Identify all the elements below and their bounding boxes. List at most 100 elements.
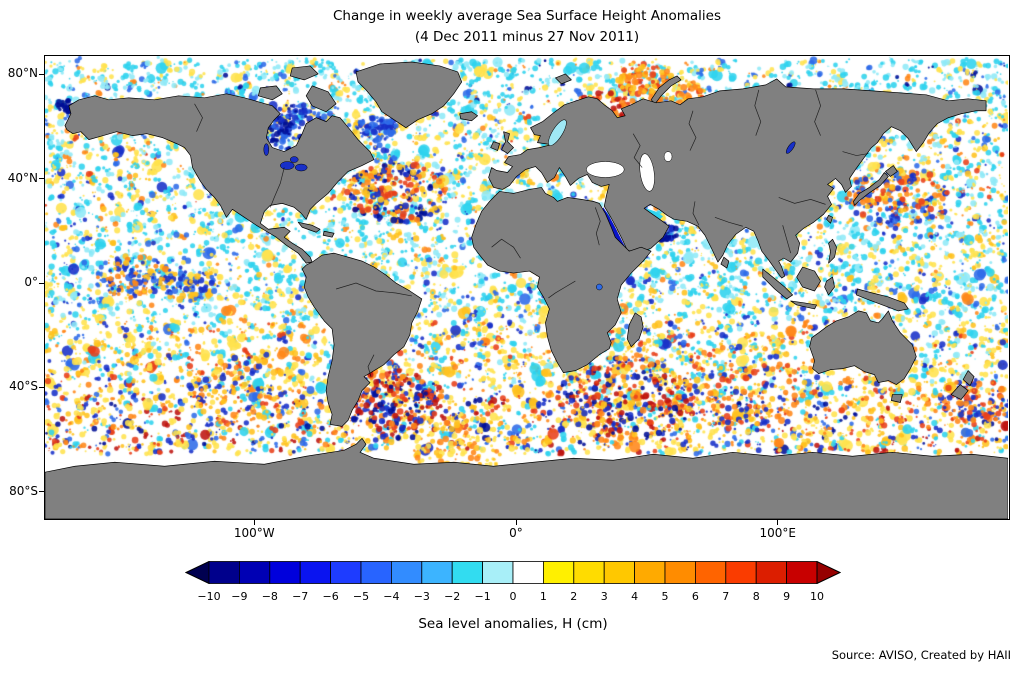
colorbar-segment — [239, 561, 271, 584]
island-great-britain — [501, 131, 514, 154]
island-hokkaido — [885, 165, 898, 177]
island-baffin — [305, 85, 337, 113]
colorbar-segment — [360, 561, 392, 584]
x-axis-tick — [515, 520, 517, 525]
colorbar-segment — [634, 561, 666, 584]
colorbar: −10 −9 −8 −7 −6 −5 −4 −3 −2 −1 0 1 2 3 4 5 6 7 8 9 10 Sea le… — [184, 560, 842, 632]
continent-australia — [809, 310, 917, 385]
lat-tick-label: 40°N — [7, 170, 38, 185]
source-credit: Source: AVISO, Created by HAII — [831, 648, 1011, 662]
continent-antarctica — [45, 437, 1008, 519]
river-volga — [632, 133, 643, 168]
title-line2: (4 Dec 2011 minus 27 Nov 2011) — [414, 28, 640, 45]
river-niger — [491, 238, 521, 259]
aral-sea — [663, 151, 673, 162]
figure-title: Change in weekly average Sea Surface Hei… — [44, 6, 1010, 48]
colorbar-segment — [482, 561, 514, 584]
colorbar-tick-label: 3 — [600, 590, 608, 603]
lat-tick-label: 0° — [24, 275, 38, 289]
island-cuba — [297, 221, 321, 233]
colorbar-under-arrow — [184, 560, 210, 585]
island-java — [790, 300, 817, 310]
y-axis-tick — [39, 491, 44, 493]
island-sulawesi — [824, 276, 835, 296]
island-iceland — [459, 111, 479, 122]
river-yangtze — [778, 197, 826, 205]
colorbar-tick-label: −3 — [413, 590, 430, 603]
island-new-zealand-south — [950, 384, 969, 400]
river-ganges — [714, 216, 743, 227]
lon-tick-label: 100°W — [233, 526, 275, 540]
island-ireland — [490, 141, 500, 151]
colorbar-tick-label: −5 — [352, 590, 370, 603]
lake-baikal — [785, 141, 796, 154]
colorbar-tick-label: 10 — [810, 590, 824, 603]
lat-tick-label: 80°S — [9, 483, 38, 498]
continent-south-america — [301, 252, 423, 427]
rivers — [194, 89, 869, 377]
colorbar-tick-label: −1 — [474, 590, 491, 603]
x-axis-tick — [253, 520, 255, 525]
island-madagascar — [626, 312, 644, 348]
x-axis-tick — [777, 520, 779, 525]
colorbar-segment — [573, 561, 605, 584]
colorbar-segment — [694, 561, 727, 584]
island-novaya-zemlya — [650, 75, 682, 105]
river-congo — [548, 280, 576, 299]
colorbar-tick-label: 7 — [722, 590, 730, 603]
great-lake-superior — [280, 161, 295, 170]
island-ellesmere — [289, 65, 319, 81]
continent-africa — [471, 187, 652, 373]
colorbar-tick-label: 1 — [539, 590, 547, 603]
island-honshu — [853, 172, 889, 206]
colorbar-segment — [208, 561, 240, 584]
world-map — [44, 55, 1010, 520]
continent-north-america — [64, 93, 375, 264]
colorbar-tick-label: −7 — [292, 590, 309, 603]
colorbar-segment — [603, 561, 636, 584]
river-ob — [688, 110, 697, 151]
colorbar-over-arrow — [816, 560, 842, 585]
river-mekong — [782, 225, 792, 254]
island-new-guinea — [856, 288, 909, 312]
island-taiwan — [826, 214, 833, 224]
persian-gulf — [646, 208, 664, 221]
colorbar-tick-label: 9 — [783, 590, 791, 603]
colorbar-segment — [390, 561, 423, 584]
colorbar-segment — [786, 561, 818, 584]
colorbar-tick-label: 2 — [570, 590, 578, 603]
colorbar-segment — [299, 561, 331, 584]
colorbar-tick-label: −6 — [322, 590, 339, 603]
island-borneo — [796, 266, 821, 292]
colorbar-ticks: −10 −9 −8 −7 −6 −5 −4 −3 −2 −1 0 1 2 3 4 5 6 7 8 9 10 — [197, 588, 824, 603]
river-amur — [842, 151, 869, 156]
colorbar-segment — [269, 561, 301, 584]
colorbar-tick-label: 4 — [631, 590, 639, 603]
island-sumatra — [762, 268, 794, 300]
river-amazon — [335, 282, 412, 297]
colorbar-tick-label: 6 — [691, 590, 699, 603]
lon-tick-label: 100°E — [759, 526, 796, 540]
island-svalbard — [555, 73, 572, 85]
colorbar-segment — [421, 561, 453, 584]
island-victoria — [257, 85, 283, 101]
great-lake-michigan — [289, 156, 299, 163]
y-axis-tick — [39, 282, 44, 284]
lat-tick-label: 80°N — [7, 66, 38, 81]
y-axis-tick — [39, 178, 44, 180]
baltic-sea — [548, 119, 567, 146]
river-yenisei — [754, 89, 762, 136]
colorbar-label: Sea level anomalies, H (cm) — [418, 616, 608, 632]
colorbar-segment — [512, 561, 544, 584]
continent-greenland — [355, 61, 463, 129]
colorbar-tick-label: −10 — [197, 590, 221, 603]
river-nile — [594, 207, 601, 246]
colorbar-tick-label: −4 — [383, 590, 400, 603]
colorbar-tick-label: 8 — [752, 590, 760, 603]
colorbar-segment — [542, 561, 575, 584]
river-lena — [814, 89, 821, 136]
colorbar-segment — [330, 561, 362, 584]
title-line1: Change in weekly average Sea Surface Hei… — [332, 8, 722, 24]
colorbar-tick-label: 0 — [509, 590, 517, 603]
continent-eurasia — [488, 78, 987, 279]
